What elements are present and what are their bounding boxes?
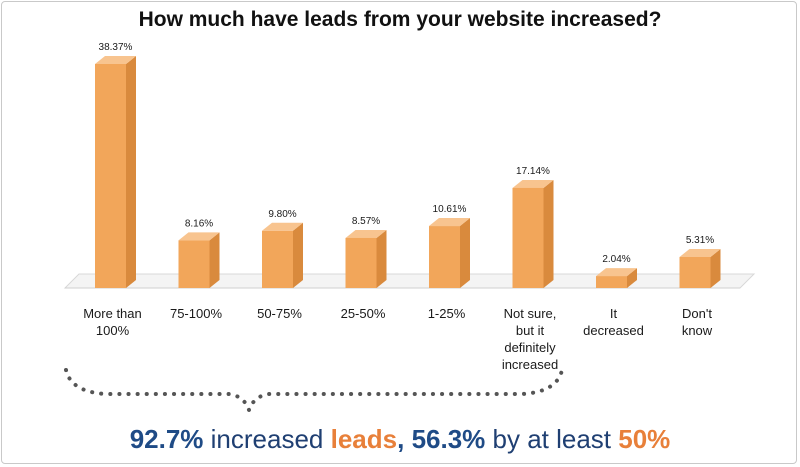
x-tick-label: decreased — [583, 323, 644, 338]
bar-side — [209, 232, 220, 288]
data-label: 8.16% — [185, 218, 213, 229]
summary-statement: 92.7% increased leads, 56.3% by at least… — [0, 424, 800, 455]
x-tick-label: Don't — [682, 306, 712, 321]
x-tick-label: 75-100% — [170, 306, 222, 321]
x-tick-label: Not sure, — [504, 306, 557, 321]
x-tick-label: but it — [516, 323, 545, 338]
chart-floor — [63, 273, 756, 289]
bar — [596, 276, 627, 288]
bar — [679, 257, 711, 288]
summary-atleast-pct: 56.3% — [411, 424, 486, 454]
data-label: 38.37% — [99, 42, 133, 53]
x-tick-label: 100% — [96, 323, 130, 338]
bar-side — [710, 249, 721, 288]
bar — [178, 240, 210, 288]
bar — [262, 230, 293, 288]
x-tick-label: 50-75% — [257, 306, 302, 321]
summary-comma: , — [397, 424, 412, 454]
bar-side — [627, 268, 637, 288]
summary-increased-pct: 92.7% — [129, 424, 204, 454]
bar — [95, 64, 126, 288]
bar-side — [376, 229, 387, 288]
data-label: 9.80% — [268, 209, 296, 220]
x-tick-label: 1-25% — [428, 306, 466, 321]
summary-text-increased: increased — [203, 424, 331, 454]
bar-side — [543, 179, 554, 288]
x-tick-label: definitely — [504, 340, 556, 355]
bar-top — [679, 249, 721, 258]
bar-side — [460, 218, 470, 288]
bar — [429, 226, 460, 288]
data-label: 10.61% — [433, 204, 467, 215]
bar-top — [262, 222, 303, 231]
data-label: 5.31% — [686, 235, 714, 246]
bar-top — [596, 268, 637, 277]
dotted-brace — [64, 368, 564, 416]
x-tick-label: It — [610, 306, 618, 321]
bar-top — [429, 218, 470, 227]
bar-top — [512, 179, 554, 188]
bar-top — [178, 232, 220, 241]
summary-text-atleast: by at least — [485, 424, 619, 454]
bar-side — [126, 56, 136, 288]
x-tick-label: increased — [502, 357, 558, 372]
data-label: 8.57% — [352, 216, 380, 227]
summary-leads-word: leads — [330, 424, 398, 454]
bar — [512, 187, 544, 288]
x-tick-label: More than — [83, 306, 142, 321]
data-label: 17.14% — [516, 166, 550, 177]
bar-top — [95, 56, 136, 64]
x-tick-label: 25-50% — [341, 306, 386, 321]
chart-title: How much have leads from your website in… — [138, 8, 662, 31]
x-tick-label: know — [682, 323, 713, 338]
data-label: 2.04% — [602, 254, 630, 265]
summary-threshold: 50% — [618, 424, 671, 454]
bar — [345, 237, 377, 288]
bar-top — [345, 229, 387, 238]
bar-side — [293, 222, 303, 288]
